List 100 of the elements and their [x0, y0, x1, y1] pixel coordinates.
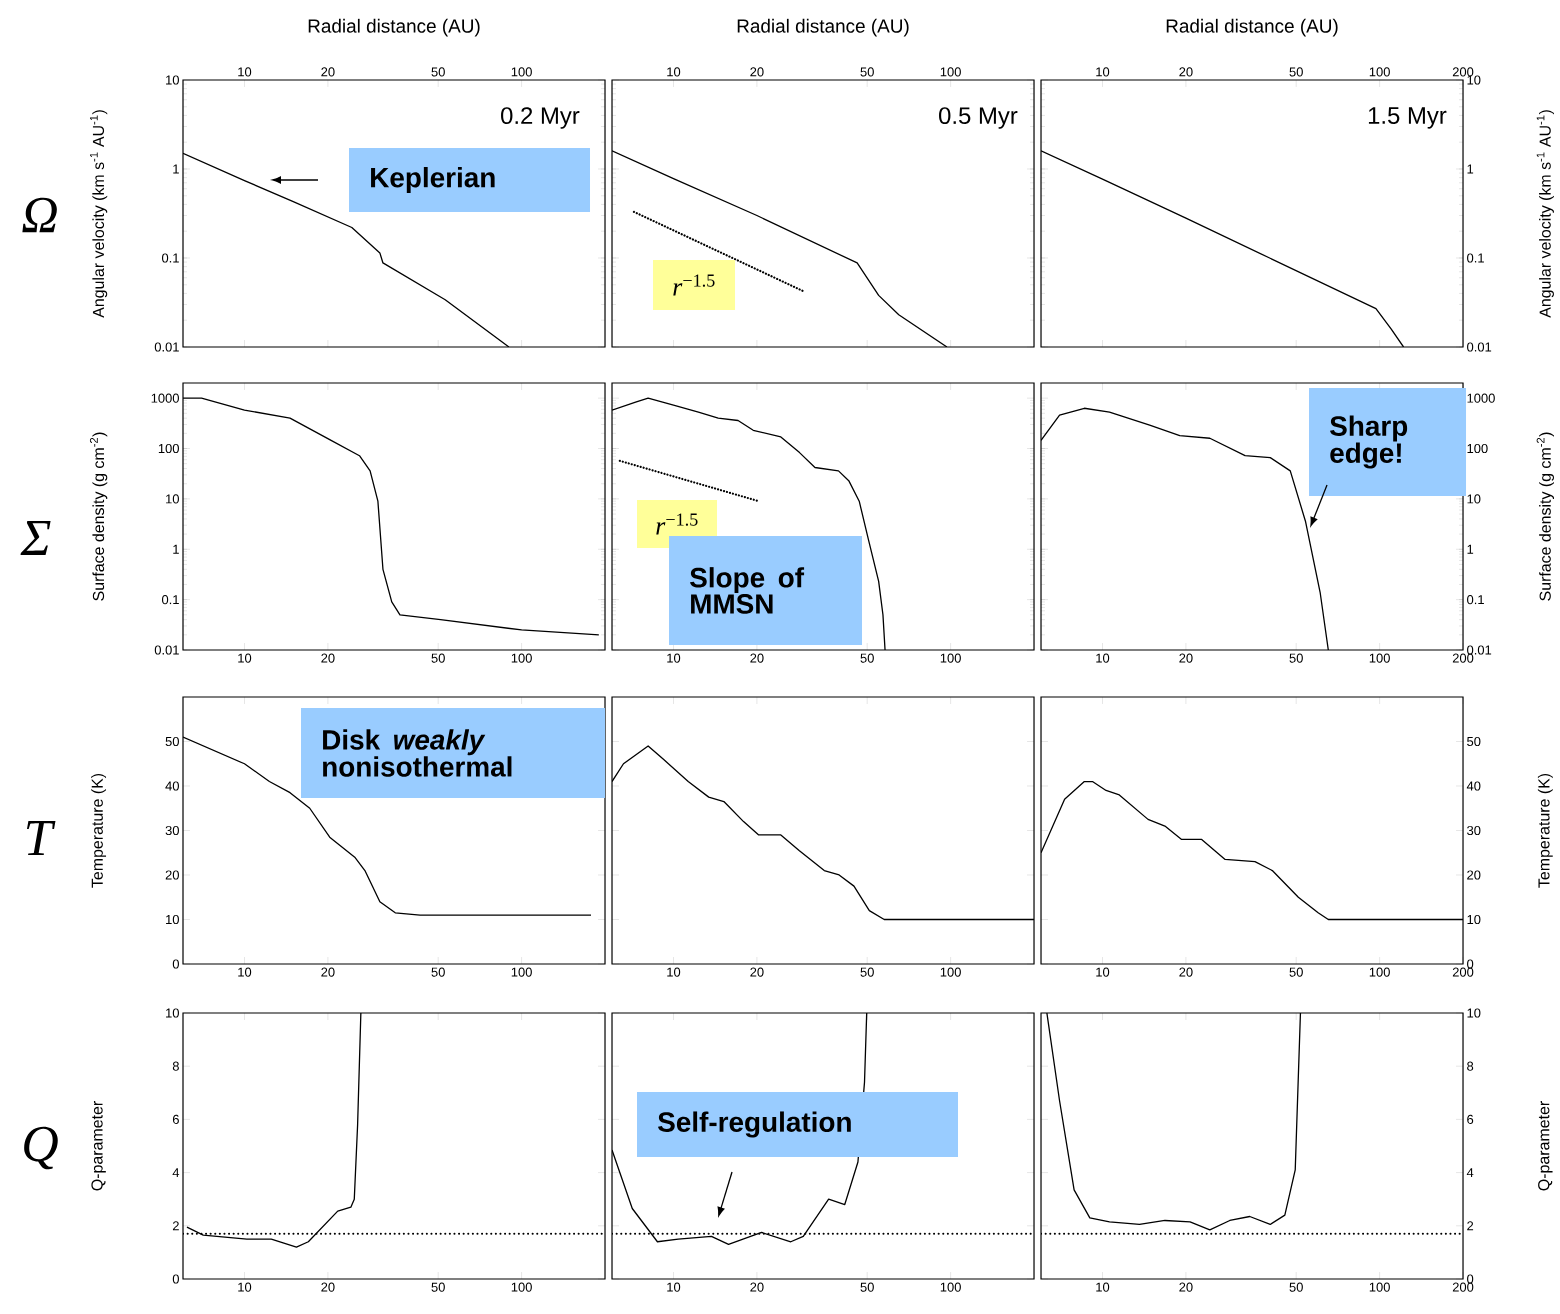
y-axis-title: Temperature (K): [1537, 773, 1553, 888]
y-tick-label: 100: [1467, 443, 1488, 454]
y-tick-label: 10: [1467, 914, 1481, 925]
x-tick-label: 10: [1096, 1282, 1110, 1292]
y-axis-title: Q-parameter: [1538, 1101, 1553, 1191]
y-tick-label: 20: [1467, 870, 1481, 880]
y-tick-label: 0: [172, 1274, 179, 1284]
y-tick-label: 0: [172, 959, 179, 969]
x-tick-label: 10: [1096, 967, 1110, 977]
x-tick-label: 200: [1452, 967, 1474, 977]
x-tick-label: 20: [321, 1282, 335, 1292]
x-axis-title: Radial distance (AU): [308, 18, 480, 37]
y-tick-label: 0.01: [154, 645, 179, 655]
x-tick-label: 10: [667, 967, 681, 977]
x-tick-label: 20: [1179, 967, 1193, 977]
x-tick-label: 20: [321, 67, 335, 77]
y-axis-title: Surface density (g cm$^{-2}$): [1536, 432, 1554, 601]
text: Ω: [22, 197, 57, 233]
y-tick-label: 100: [158, 443, 179, 454]
y-tick-label: 10: [166, 914, 179, 925]
y-tick-label: 1: [1467, 164, 1474, 174]
x-axis-title: Radial distance (AU): [1166, 18, 1338, 37]
x-tick-label: 20: [321, 967, 335, 977]
x-tick-label: 50: [860, 67, 874, 77]
x-tick-label: 200: [1452, 1282, 1474, 1292]
x-tick-label: 20: [1179, 1282, 1193, 1292]
annotation: Slope of MMSN: [690, 567, 805, 614]
y-axis-title: Q-parameter: [91, 1101, 106, 1191]
y-tick-label: 1: [173, 164, 179, 174]
x-tick-label: 20: [321, 653, 335, 663]
x-tick-label: 10: [667, 1282, 681, 1292]
y-tick-label: 50: [1467, 736, 1481, 747]
x-tick-label: 20: [750, 653, 764, 663]
y-tick-label: 10: [166, 75, 179, 85]
x-tick-label: 100: [1369, 967, 1390, 977]
y-tick-label: 8: [1467, 1061, 1474, 1071]
y-tick-label: 8: [172, 1061, 179, 1071]
x-tick-label: 10: [667, 653, 681, 663]
y-tick-label: 30: [165, 825, 179, 836]
y-tick-label: 0.01: [1467, 645, 1492, 655]
y-axis-title: Temperature (K): [91, 773, 107, 888]
annotation: r$^{−1.5}$: [673, 274, 715, 296]
text: T: [26, 821, 56, 855]
y-tick-label: 4: [172, 1168, 180, 1178]
y-tick-label: 10: [166, 1008, 179, 1018]
text: Q: [24, 1126, 58, 1170]
x-tick-label: 100: [511, 1282, 532, 1292]
x-tick-label: 10: [238, 967, 252, 977]
y-tick-label: 6: [172, 1114, 179, 1124]
text: Σ: [20, 521, 51, 555]
x-axis-title: Radial distance (AU): [737, 18, 909, 37]
y-tick-label: 20: [165, 870, 179, 880]
y-axis-title: Angular velocity (km s$^{-1}$ AU$^{-1}$): [89, 110, 108, 318]
annotation: 1.5 Myr: [1368, 107, 1447, 129]
x-tick-label: 200: [1452, 67, 1474, 77]
x-tick-label: 100: [940, 67, 961, 77]
y-tick-label: 0.01: [154, 342, 179, 352]
y-tick-label: 1: [173, 544, 179, 554]
x-tick-label: 100: [1369, 653, 1390, 663]
x-tick-label: 50: [860, 653, 874, 663]
y-tick-label: 0: [1467, 959, 1474, 969]
x-tick-label: 10: [1096, 67, 1110, 77]
y-tick-label: 0.01: [1467, 342, 1492, 352]
x-tick-label: 50: [1289, 967, 1303, 977]
y-tick-label: 40: [1466, 781, 1481, 791]
y-tick-label: 50: [165, 736, 179, 747]
x-tick-label: 50: [1289, 1282, 1303, 1292]
annotation: Sharp edge!: [1330, 415, 1408, 469]
x-tick-label: 100: [940, 653, 961, 663]
annotation: 0.5 Myr: [939, 107, 1018, 129]
x-tick-label: 20: [750, 67, 764, 77]
x-tick-label: 10: [667, 67, 681, 77]
y-axis-title: Surface density (g cm$^{-2}$): [89, 432, 108, 601]
y-tick-label: 1000: [1467, 393, 1495, 403]
x-tick-label: 50: [431, 1282, 445, 1292]
x-tick-label: 100: [511, 653, 532, 663]
y-tick-label: 10: [1467, 75, 1481, 85]
x-tick-label: 20: [750, 967, 764, 977]
y-tick-label: 1: [1467, 544, 1474, 554]
y-tick-label: 10: [166, 494, 179, 504]
x-tick-label: 50: [860, 967, 874, 977]
annotation: Disk weakly nonisothermal: [323, 729, 512, 777]
y-tick-label: 30: [1467, 825, 1481, 836]
x-tick-label: 100: [1369, 1282, 1390, 1292]
y-tick-label: 6: [1467, 1114, 1474, 1124]
x-tick-label: 20: [1179, 67, 1193, 77]
y-axis-title: Angular velocity (km s$^{-1}$ AU$^{-1}$): [1536, 110, 1554, 318]
x-tick-label: 50: [1289, 653, 1303, 663]
y-tick-label: 4: [1466, 1168, 1474, 1178]
x-tick-label: 10: [238, 67, 252, 77]
x-tick-label: 100: [511, 67, 532, 77]
y-tick-label: 0.1: [161, 253, 179, 263]
x-tick-label: 10: [1096, 653, 1110, 663]
y-tick-label: 0.1: [1467, 253, 1484, 263]
y-tick-label: 2: [1467, 1221, 1474, 1231]
y-tick-label: 10: [1467, 494, 1481, 504]
y-tick-label: 0.1: [161, 595, 179, 605]
x-tick-label: 100: [940, 1282, 961, 1292]
x-tick-label: 10: [238, 1282, 252, 1292]
x-tick-label: 50: [431, 653, 445, 663]
